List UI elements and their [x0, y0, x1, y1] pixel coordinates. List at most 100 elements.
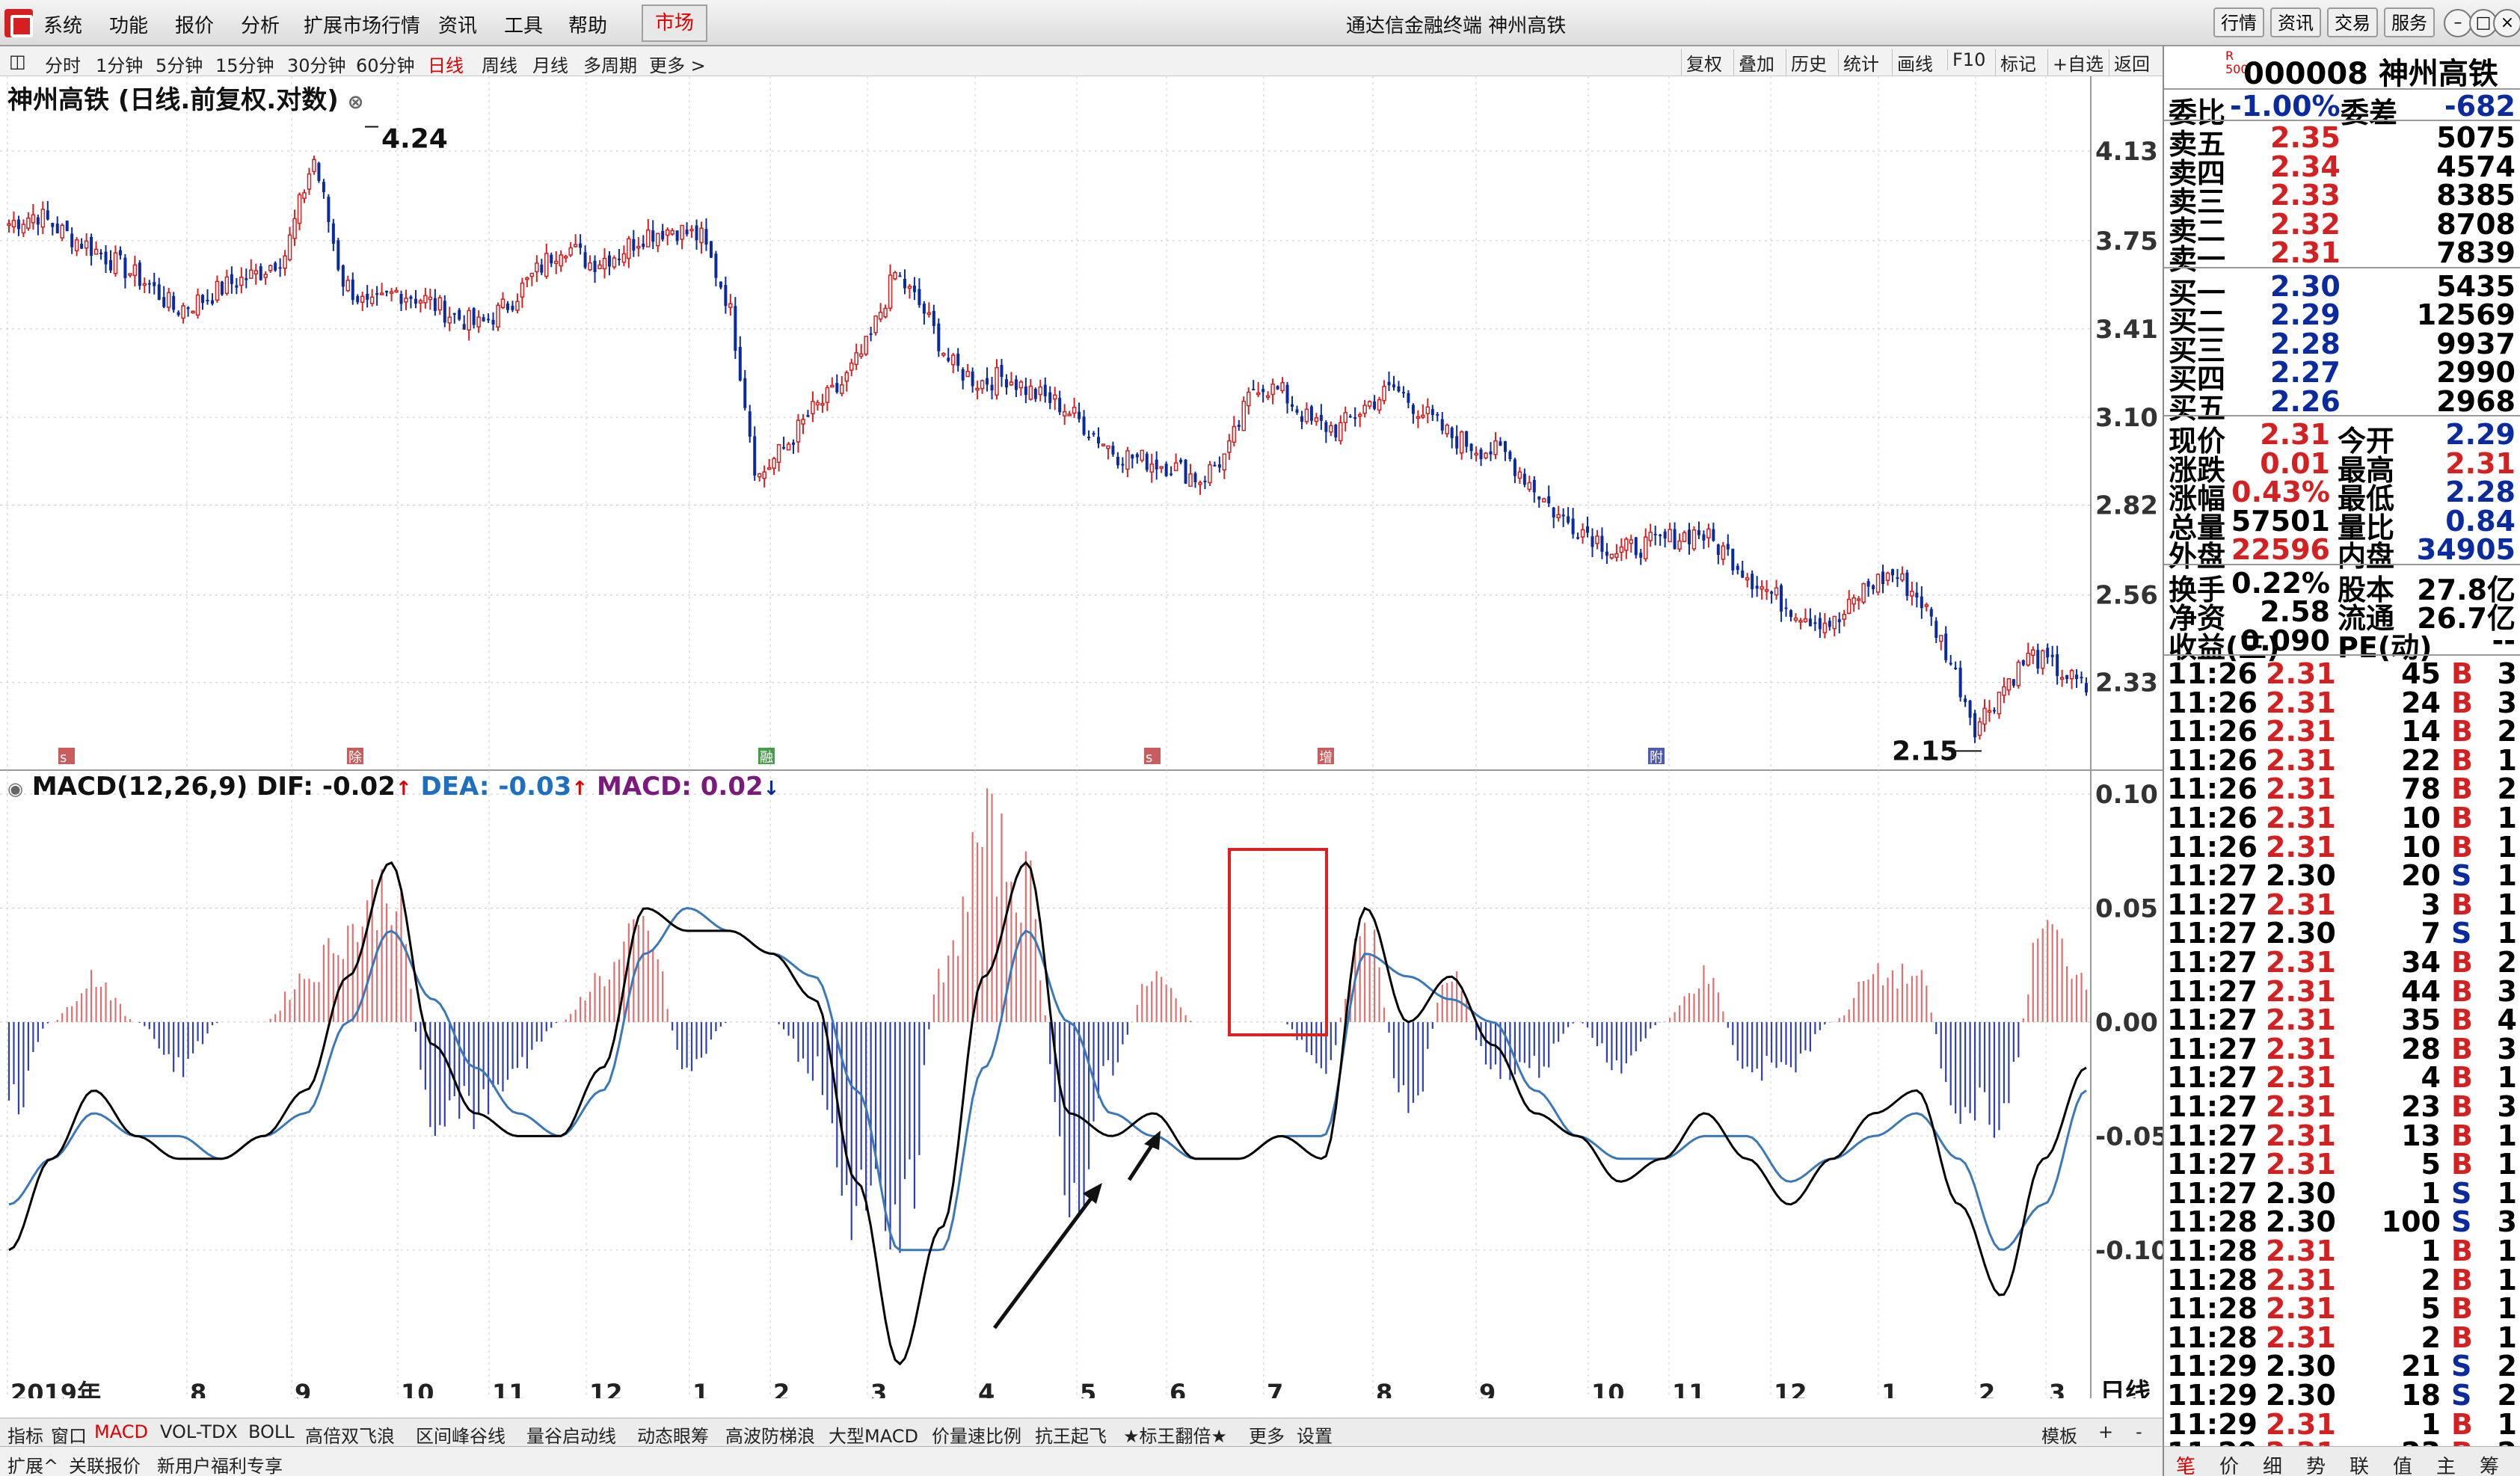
- tool-overlay[interactable]: 叠加: [1733, 49, 1779, 76]
- bid-row[interactable]: 买三 2.28 9937: [2164, 328, 2520, 367]
- tick-time: 11:27: [2167, 1003, 2258, 1037]
- menu-analysis[interactable]: 分析: [241, 15, 280, 37]
- menu-help[interactable]: 帮助: [568, 15, 608, 37]
- layout-toggle-icon[interactable]: ◫: [9, 51, 26, 72]
- maximize-icon[interactable]: □: [2469, 9, 2498, 37]
- top-trade-button[interactable]: 交易: [2327, 7, 2378, 37]
- tool-mark[interactable]: 标记: [1995, 49, 2041, 76]
- period-more[interactable]: 更多 >: [649, 55, 706, 76]
- period-multi[interactable]: 多周期: [583, 55, 637, 76]
- top-quote-button[interactable]: 行情: [2213, 7, 2264, 37]
- panel-tab-0[interactable]: 笔: [2176, 1456, 2196, 1476]
- event-marker-box: [758, 748, 775, 764]
- menu-market-button[interactable]: 市场: [642, 4, 707, 42]
- stat-label: 外盘: [2169, 540, 2226, 573]
- expand-button[interactable]: 扩展^: [7, 1456, 59, 1476]
- new-user-benefits-link[interactable]: 新用户福利专享: [157, 1456, 283, 1476]
- ask-row[interactable]: 卖四 2.34 4574: [2164, 150, 2520, 190]
- candle-body-up: [1517, 471, 1522, 479]
- macd-y-tick-label: 0.00: [2095, 1008, 2158, 1038]
- tool-add-favorite[interactable]: +自选: [2047, 49, 2108, 76]
- indicator-tab-0[interactable]: 指标: [7, 1426, 43, 1447]
- menu-info[interactable]: 资讯: [438, 15, 478, 37]
- indicator-tab-12[interactable]: 抗王起飞: [1035, 1426, 1107, 1447]
- bid-row[interactable]: 买五 2.26 2968: [2164, 385, 2520, 425]
- indicator-tab-9[interactable]: 高波防梯浪: [725, 1426, 815, 1447]
- period-1min[interactable]: 1分钟: [96, 55, 144, 76]
- panel-tab-5[interactable]: 值: [2393, 1456, 2413, 1476]
- ask-row[interactable]: 卖一 2.31 7839: [2164, 236, 2520, 276]
- bid-row[interactable]: 买二 2.29 12569: [2164, 298, 2520, 338]
- app-logo-icon[interactable]: [4, 9, 33, 37]
- panel-tab-6[interactable]: 主: [2436, 1456, 2456, 1476]
- menu-system[interactable]: 系统: [43, 15, 83, 37]
- panel-tab-2[interactable]: 细: [2263, 1456, 2283, 1476]
- tool-back[interactable]: 返回: [2109, 49, 2154, 76]
- candle-body-down: [108, 259, 112, 271]
- tool-adjust[interactable]: 复权: [1681, 49, 1727, 76]
- period-monthly[interactable]: 月线: [532, 55, 568, 76]
- top-service-button[interactable]: 服务: [2384, 7, 2435, 37]
- indicator-tab-6[interactable]: 区间峰谷线: [416, 1426, 505, 1447]
- ask-row[interactable]: 卖二 2.32 8708: [2164, 208, 2520, 247]
- tool-statistics[interactable]: 统计: [1838, 49, 1884, 76]
- menu-quote[interactable]: 报价: [175, 15, 215, 37]
- indicator-tab-14[interactable]: 更多: [1249, 1426, 1285, 1447]
- macd-settings-icon[interactable]: ◉: [7, 778, 23, 799]
- period-5min[interactable]: 5分钟: [156, 55, 203, 76]
- indicator-tab-13[interactable]: ★标王翻倍★: [1123, 1426, 1228, 1447]
- bid-row[interactable]: 买一 2.30 5435: [2164, 270, 2520, 310]
- indicator-tab-8[interactable]: 动态眼筹: [637, 1426, 709, 1447]
- panel-tab-1[interactable]: 价: [2219, 1456, 2240, 1476]
- indicator-tab-5[interactable]: 高倍双飞浪: [305, 1426, 395, 1447]
- tick-side: S: [2451, 1350, 2472, 1383]
- period-30min[interactable]: 30分钟: [287, 55, 346, 76]
- tick-price: 2.31: [2266, 1436, 2336, 1446]
- minimize-icon[interactable]: –: [2444, 9, 2472, 37]
- ask-row[interactable]: 卖五 2.35 5075: [2164, 121, 2520, 161]
- tab-right-0[interactable]: 模板: [2041, 1426, 2077, 1447]
- panel-tab-7[interactable]: 筹: [2480, 1456, 2500, 1476]
- period-daily[interactable]: 日线: [428, 55, 464, 76]
- close-icon[interactable]: ×: [2493, 9, 2520, 37]
- period-intraday[interactable]: 分时: [45, 55, 81, 76]
- chart-area[interactable]: 2019年 8 9 10 11 12 1 2 3 4 5 6 7 8 9 10 11 12 1 2 3 日线 4.13 3.7…: [0, 76, 2163, 1398]
- menu-tools[interactable]: 工具: [504, 15, 544, 37]
- top-info-button[interactable]: 资讯: [2270, 7, 2321, 37]
- panel-tab-4[interactable]: 联: [2350, 1456, 2370, 1476]
- indicator-tab-4[interactable]: BOLL: [248, 1421, 295, 1442]
- bid-row[interactable]: 买四 2.27 2990: [2164, 356, 2520, 396]
- tick-count: 1: [2497, 1234, 2517, 1267]
- tool-draw[interactable]: 画线: [1892, 49, 1937, 76]
- chart-settings-icon[interactable]: ⊗: [347, 91, 364, 114]
- period-60min[interactable]: 60分钟: [356, 55, 415, 76]
- tool-f10[interactable]: F10: [1947, 49, 1990, 70]
- candle-body-up: [2002, 686, 2006, 696]
- indicator-tab-3[interactable]: VOL-TDX: [160, 1421, 238, 1442]
- period-weekly[interactable]: 周线: [482, 55, 517, 76]
- ask-label: 卖五: [2169, 128, 2226, 161]
- candle-body-up: [2026, 652, 2031, 666]
- tool-history[interactable]: 历史: [1786, 49, 1831, 76]
- indicator-tab-11[interactable]: 价量速比例: [932, 1426, 1021, 1447]
- indicator-tab-1[interactable]: 窗口: [51, 1426, 87, 1447]
- tick-time: 11:28: [2167, 1234, 2258, 1267]
- candle-body-down: [1954, 667, 1958, 669]
- tab-right-1[interactable]: +: [2098, 1421, 2114, 1442]
- tab-right-2[interactable]: -: [2136, 1421, 2142, 1442]
- panel-tab-3[interactable]: 势: [2306, 1456, 2326, 1476]
- indicator-tab-15[interactable]: 设置: [1297, 1426, 1333, 1447]
- indicator-tab-10[interactable]: 大型MACD: [829, 1426, 918, 1447]
- candle-body-down: [505, 303, 509, 310]
- candle-body-down: [1401, 392, 1405, 394]
- indicator-tab-2[interactable]: MACD: [94, 1421, 148, 1442]
- period-15min[interactable]: 15分钟: [215, 55, 274, 76]
- candle-body-down: [1958, 667, 1962, 698]
- indicator-tab-7[interactable]: 量谷启动线: [526, 1426, 616, 1447]
- ask-row[interactable]: 卖三 2.33 8385: [2164, 179, 2520, 218]
- menu-function[interactable]: 功能: [109, 15, 149, 37]
- candle-body-down: [375, 293, 379, 295]
- related-quotes-button[interactable]: 关联报价: [69, 1456, 141, 1476]
- menu-extended-market[interactable]: 扩展市场行情: [304, 15, 421, 37]
- chart-canvas[interactable]: 2019年 8 9 10 11 12 1 2 3 4 5 6 7 8 9 10 11 12 1 2 3 日线4.133.7…: [0, 76, 2163, 1398]
